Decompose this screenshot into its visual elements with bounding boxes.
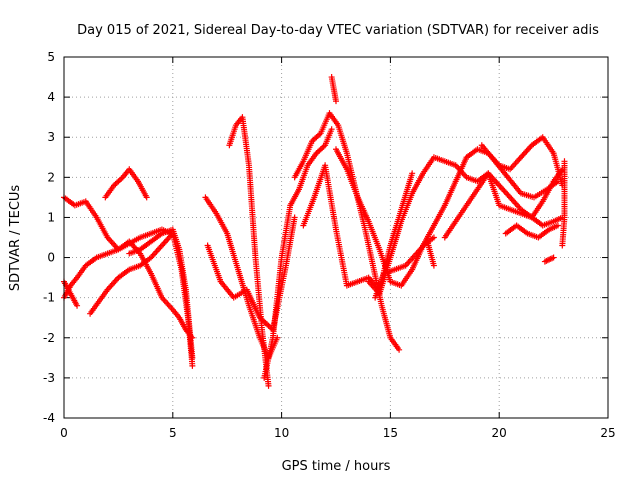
data-point [554,178,561,185]
data-point [396,346,403,353]
y-tick-label: 4 [47,90,55,104]
y-tick-label: -3 [43,371,55,385]
data-point [554,222,561,229]
x-tick-label: 20 [492,426,507,440]
y-tick-label: 0 [47,251,55,265]
series-6 [126,226,196,361]
data-point [333,98,339,105]
series-13 [300,162,416,293]
series-12 [328,74,339,105]
y-tick-label: -1 [43,291,55,305]
series-5 [102,166,150,201]
series-1 [61,194,196,341]
chart-title: Day 015 of 2021, Sidereal Day-to-day VTE… [77,23,599,38]
series-9 [204,214,298,333]
series-10 [261,126,335,381]
series-7 [202,194,281,361]
data-point [189,354,196,361]
y-tick-label: -4 [43,411,55,425]
series-18 [441,170,566,241]
series-22 [559,158,568,249]
data-point [328,126,335,133]
data-point [143,194,150,201]
data-point [430,234,437,241]
y-tick-label: 3 [47,130,55,144]
data-point [74,302,81,309]
series-2 [61,226,174,301]
data-point [189,362,196,369]
y-axis-label: SDTVAR / TECUs [8,185,23,292]
y-tick-label: 1 [47,210,55,224]
x-tick-label: 5 [169,426,177,440]
x-axis-label: GPS time / hours [282,459,391,474]
series-11 [291,110,403,353]
marks-layer [61,74,568,389]
data-point [265,382,272,389]
y-tick-label: 2 [47,170,55,184]
data-point [430,262,437,269]
series-8 [226,114,272,389]
data-point [550,254,557,261]
x-tick-label: 0 [60,426,68,440]
y-tick-label: -2 [43,331,55,345]
x-tick-label: 25 [600,426,615,440]
plot-frame [63,56,609,419]
series-17 [420,134,566,249]
x-tick-label: 15 [383,426,398,440]
series-19 [478,142,561,201]
data-point [409,170,416,177]
y-tick-label: 5 [47,50,55,64]
series-21 [541,254,557,265]
data-point [291,214,298,221]
x-tick-label: 10 [274,426,289,440]
series-20 [502,222,561,241]
data-point [561,158,568,165]
